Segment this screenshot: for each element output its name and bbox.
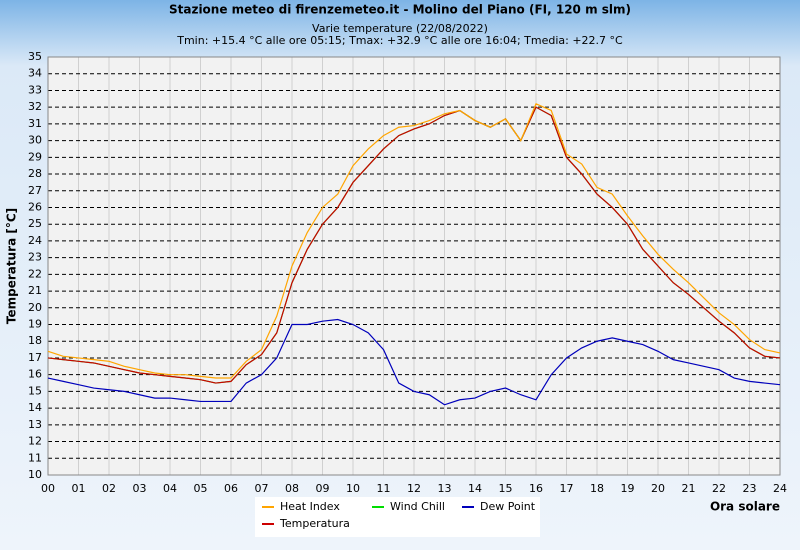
x-tick-label: 21 (682, 482, 696, 495)
x-tick-label: 01 (72, 482, 86, 495)
series-line (47, 106, 781, 384)
x-tick-label: 03 (133, 482, 147, 495)
y-tick-label: 27 (28, 184, 42, 197)
y-tick-label: 21 (28, 284, 42, 297)
y-tick-label: 22 (28, 267, 42, 280)
x-tick-label: 24 (773, 482, 787, 495)
y-tick-label: 30 (28, 134, 42, 147)
legend-box (255, 497, 540, 537)
y-tick-label: 24 (28, 234, 42, 247)
x-tick-label: 09 (316, 482, 330, 495)
y-tick-label: 34 (28, 67, 42, 80)
x-tick-label: 07 (255, 482, 269, 495)
x-tick-label: 13 (438, 482, 452, 495)
y-tick-label: 16 (28, 368, 42, 381)
series-line (47, 318, 781, 406)
y-tick-label: 14 (28, 401, 42, 414)
y-tick-label: 19 (28, 318, 42, 331)
x-tick-label: 20 (651, 482, 665, 495)
x-tick-label: 17 (560, 482, 574, 495)
y-tick-label: 10 (28, 468, 42, 481)
y-tick-label: 28 (28, 167, 42, 180)
x-tick-label: 11 (377, 482, 391, 495)
x-tick-label: 15 (499, 482, 513, 495)
y-tick-label: 23 (28, 251, 42, 264)
x-tick-label: 05 (194, 482, 208, 495)
annotation: Tmin: +15.4 °C alle ore 05:15; Tmax: +32… (176, 34, 623, 47)
legend-label: Wind Chill (390, 500, 445, 513)
y-tick-label: 26 (28, 200, 42, 213)
series-line (47, 103, 781, 379)
x-tick-label: 23 (743, 482, 757, 495)
y-tick-label: 35 (28, 50, 42, 63)
x-tick-label: 22 (712, 482, 726, 495)
x-tick-label: 00 (41, 482, 55, 495)
y-tick-label: 25 (28, 217, 42, 230)
chart-subtitle: Varie temperature (22/08/2022) (312, 22, 488, 35)
y-tick-label: 33 (28, 83, 42, 96)
x-tick-label: 10 (346, 482, 360, 495)
plot-frame (47, 56, 781, 476)
y-tick-label: 11 (28, 451, 42, 464)
y-tick-label: 29 (28, 150, 42, 163)
legend-label: Heat Index (280, 500, 340, 513)
y-tick-label: 32 (28, 100, 42, 113)
x-tick-label: 08 (285, 482, 299, 495)
legend-label: Dew Point (480, 500, 536, 513)
x-tick-label: 04 (163, 482, 177, 495)
y-tick-label: 13 (28, 418, 42, 431)
x-tick-label: 16 (529, 482, 543, 495)
x-tick-label: 02 (102, 482, 116, 495)
y-tick-label: 15 (28, 384, 42, 397)
y-tick-label: 31 (28, 117, 42, 130)
x-axis-label: Ora solare (710, 500, 780, 514)
x-tick-label: 19 (621, 482, 635, 495)
x-tick-label: 12 (407, 482, 421, 495)
y-tick-label: 17 (28, 351, 42, 364)
y-tick-label: 12 (28, 435, 42, 448)
y-tick-label: 20 (28, 301, 42, 314)
x-tick-label: 14 (468, 482, 482, 495)
legend-label: Temperatura (279, 517, 350, 530)
chart-title: Stazione meteo di firenzemeteo.it - Moli… (169, 3, 631, 17)
y-tick-label: 18 (28, 334, 42, 347)
x-tick-label: 18 (590, 482, 604, 495)
y-axis-label: Temperatura [°C] (5, 208, 19, 324)
x-tick-label: 06 (224, 482, 238, 495)
